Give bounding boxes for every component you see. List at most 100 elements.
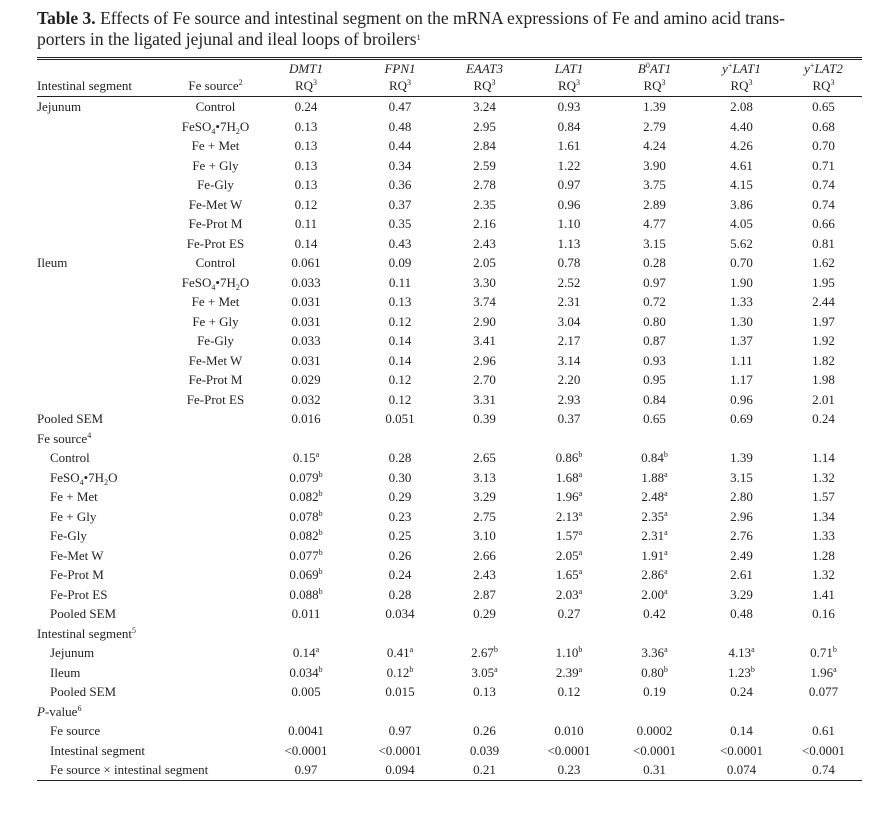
text: O <box>239 118 250 134</box>
value-cell: 2.66 <box>442 546 527 566</box>
value-cell: 2.67b <box>442 643 527 663</box>
text: 1.65 <box>555 567 579 582</box>
value-cell: 2.95 <box>442 117 527 137</box>
segment-cell <box>37 117 177 137</box>
text: Fe-Prot M <box>188 372 243 387</box>
text: 0.30 <box>388 469 412 485</box>
text: 1.28 <box>812 547 835 563</box>
value-cell: 0.031 <box>254 312 358 332</box>
text: 0.13 <box>294 118 318 134</box>
data-row: Pooled SEM 0.016 0.051 0.39 0.37 0.65 0.69 0.24 <box>37 409 862 429</box>
text: Fe-Prot ES <box>186 235 245 251</box>
text: 0.12 <box>388 313 412 329</box>
data-row: Ileum 0.034b 0.12b 3.05a 2.39a 0.80b 1.23b 1.96… <box>37 663 862 683</box>
text: 0.48 <box>388 118 412 134</box>
value-cell: 0.95 <box>611 370 698 390</box>
data-row: Fe-Gly 0.13 0.36 2.78 0.97 3.75 4.15 0.74 <box>37 175 862 195</box>
superscript: a <box>578 547 583 557</box>
group-heading-row: Fe source4 <box>37 429 862 449</box>
text: 3.75 <box>643 177 666 192</box>
value-cell: 0.25 <box>358 526 442 546</box>
value-cell: 1.11 <box>698 351 785 371</box>
value-cell: 0.70 <box>785 136 862 156</box>
text: •7H <box>215 118 236 134</box>
text: 0.27 <box>557 606 581 621</box>
text: Pooled SEM <box>50 684 117 699</box>
value-cell: 1.68a <box>527 468 611 488</box>
header-cell <box>37 59 177 78</box>
value-cell: 0.13 <box>254 117 358 137</box>
text: <0.0001 <box>801 742 846 758</box>
value-cell: 0.36 <box>358 175 442 195</box>
superscript: b <box>578 645 583 654</box>
superscript: a <box>578 469 583 479</box>
value-cell: 0.66 <box>785 214 862 234</box>
value-cell: 2.65 <box>442 448 527 468</box>
text: 1.88 <box>641 469 665 485</box>
text: 0.71 <box>810 645 833 660</box>
value-cell: 1.57 <box>785 487 862 507</box>
text: 0.97 <box>388 723 412 738</box>
value-cell: 0.24 <box>785 409 862 429</box>
value-cell: 4.77 <box>611 214 698 234</box>
value-cell: 3.15 <box>698 468 785 488</box>
value-cell: 1.17 <box>698 370 785 390</box>
superscript: 3 <box>748 78 753 87</box>
value-cell: 1.33 <box>785 526 862 546</box>
text: Fe + Met <box>191 294 240 309</box>
text: 0.26 <box>473 723 496 738</box>
value-cell: 3.29 <box>698 585 785 605</box>
text: 2.20 <box>557 372 581 387</box>
text: 0.87 <box>643 333 666 348</box>
text: 2.43 <box>473 567 496 582</box>
value-cell: 2.96 <box>442 351 527 371</box>
superscript: 3 <box>661 78 666 87</box>
value-cell: 0.65 <box>611 409 698 429</box>
value-cell: 2.87 <box>442 585 527 605</box>
value-cell: 3.14 <box>527 351 611 371</box>
value-cell: 0.84b <box>611 448 698 468</box>
text: 1.22 <box>557 157 581 173</box>
text: <0.0001 <box>378 742 422 758</box>
value-cell: 0.14 <box>358 351 442 371</box>
group-heading-row: P-value6 <box>37 702 862 722</box>
superscript: + <box>809 61 815 70</box>
segment-cell <box>37 292 177 312</box>
text: 0.077 <box>289 547 319 563</box>
text: 0.80 <box>641 664 664 680</box>
text: 3.10 <box>473 528 496 543</box>
data-row: Fe-Met W 0.031 0.14 2.96 3.14 0.93 1.11 1.82 <box>37 351 862 371</box>
text: Fe-Prot M <box>50 567 104 582</box>
text: 0.97 <box>643 274 666 290</box>
text: 0.70 <box>812 138 835 153</box>
value-cell: 0.074 <box>698 760 785 780</box>
text: 1.41 <box>812 586 835 602</box>
text: 0.44 <box>388 138 412 153</box>
column-unit: RQ3 <box>698 77 785 97</box>
superscript: a <box>578 664 583 674</box>
value-cell: 2.31a <box>611 526 698 546</box>
value-cell: 0.034 <box>358 604 442 624</box>
source-cell: Fe + Gly <box>177 156 254 176</box>
text: 3.90 <box>643 157 666 173</box>
value-cell: 2.84 <box>442 136 527 156</box>
text: 4.15 <box>730 177 753 192</box>
text: 0.015 <box>385 684 415 699</box>
row-label: FeSO4•7H2O <box>37 468 254 488</box>
superscript: 4 <box>87 430 92 440</box>
text: 0.029 <box>291 372 321 387</box>
superscript: 2 <box>238 78 243 87</box>
value-cell: 0.23 <box>527 760 611 780</box>
table-header: DMT1 FPN1 EAAT3 LAT1 B0AT1 y+LAT1 y+LAT2 Intest… <box>37 59 862 97</box>
value-cell: 0.68 <box>785 117 862 137</box>
text: FeSO <box>181 118 212 134</box>
text: •7H <box>83 469 105 485</box>
value-cell: 0.039 <box>442 741 527 761</box>
segment-cell <box>37 370 177 390</box>
text: 2.86 <box>641 567 665 582</box>
value-cell: 0.69 <box>698 409 785 429</box>
text: 0.082 <box>289 528 319 543</box>
text: 1.23 <box>728 664 751 680</box>
value-cell: 2.70 <box>442 370 527 390</box>
value-cell: 1.13 <box>527 234 611 254</box>
